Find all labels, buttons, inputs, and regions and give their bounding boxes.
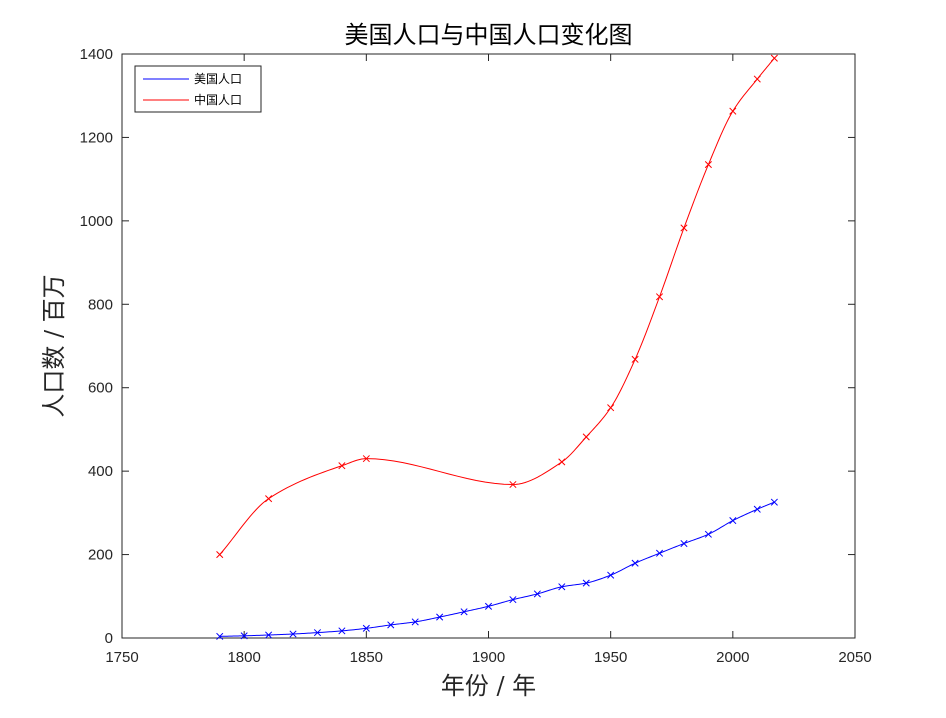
data-point bbox=[338, 627, 346, 635]
data-point bbox=[704, 160, 712, 169]
y-tick-label: 400 bbox=[88, 463, 113, 480]
data-point bbox=[460, 608, 468, 616]
data-point bbox=[607, 404, 615, 412]
legend-label: 美国人口 bbox=[194, 72, 242, 86]
data-point bbox=[704, 530, 712, 538]
plot-area: 1750 1800 1850 1900 1950 2000 2050 0 200 400 600 80… bbox=[80, 46, 872, 666]
y-tick-label: 1400 bbox=[80, 46, 113, 63]
data-point bbox=[240, 632, 248, 640]
y-tick-label: 600 bbox=[88, 380, 113, 397]
data-point bbox=[729, 107, 737, 115]
data-point bbox=[484, 602, 493, 610]
data-point bbox=[265, 631, 273, 639]
x-tick-label: 2000 bbox=[716, 649, 749, 666]
x-tick-label: 1850 bbox=[350, 649, 383, 666]
data-point bbox=[362, 455, 370, 463]
data-point bbox=[680, 224, 688, 232]
data-point bbox=[509, 596, 517, 604]
series-2 bbox=[216, 54, 778, 559]
data-point bbox=[313, 629, 322, 637]
data-point bbox=[558, 458, 566, 466]
data-point bbox=[582, 433, 590, 441]
axes-box bbox=[121, 53, 856, 639]
data-point bbox=[338, 462, 346, 470]
x-tick-label: 1800 bbox=[227, 649, 260, 666]
data-point bbox=[436, 613, 444, 621]
data-point bbox=[729, 517, 737, 525]
y-axis-label: 人口数 / 百万 bbox=[40, 274, 68, 417]
chart-title: 美国人口与中国人口变化图 bbox=[345, 21, 633, 49]
y-tick-label: 1000 bbox=[80, 213, 113, 230]
y-tick-label: 0 bbox=[105, 630, 113, 647]
y-tick-label: 800 bbox=[88, 296, 113, 313]
data-point bbox=[362, 624, 370, 632]
data-point bbox=[631, 559, 639, 567]
data-point bbox=[607, 571, 615, 579]
y-tick-label: 200 bbox=[88, 547, 113, 564]
data-point bbox=[770, 498, 778, 506]
legend-label: 中国人口 bbox=[194, 92, 242, 107]
data-point bbox=[533, 590, 541, 598]
data-point bbox=[753, 505, 761, 513]
data-point bbox=[265, 495, 273, 503]
x-tick-label: 1750 bbox=[105, 649, 138, 666]
series-1 bbox=[216, 498, 778, 640]
data-point bbox=[509, 480, 517, 489]
data-point bbox=[770, 54, 778, 62]
data-point bbox=[655, 293, 664, 301]
x-axis-label: 年份 / 年 bbox=[441, 672, 536, 700]
x-tick-label: 2050 bbox=[838, 649, 871, 666]
data-point bbox=[655, 549, 664, 557]
data-point bbox=[680, 539, 688, 548]
data-point bbox=[582, 579, 590, 587]
data-point bbox=[216, 551, 224, 559]
y-tick-label: 1200 bbox=[80, 129, 113, 146]
data-point bbox=[216, 632, 224, 640]
data-point bbox=[631, 355, 639, 363]
x-tick-label: 1900 bbox=[472, 649, 505, 666]
legend-box bbox=[134, 65, 262, 113]
data-point bbox=[387, 621, 395, 629]
x-tick-label: 1950 bbox=[594, 649, 627, 666]
series-line bbox=[219, 501, 775, 637]
data-point bbox=[558, 583, 566, 591]
data-point bbox=[411, 618, 419, 626]
data-point bbox=[753, 75, 761, 83]
data-point bbox=[289, 630, 297, 638]
